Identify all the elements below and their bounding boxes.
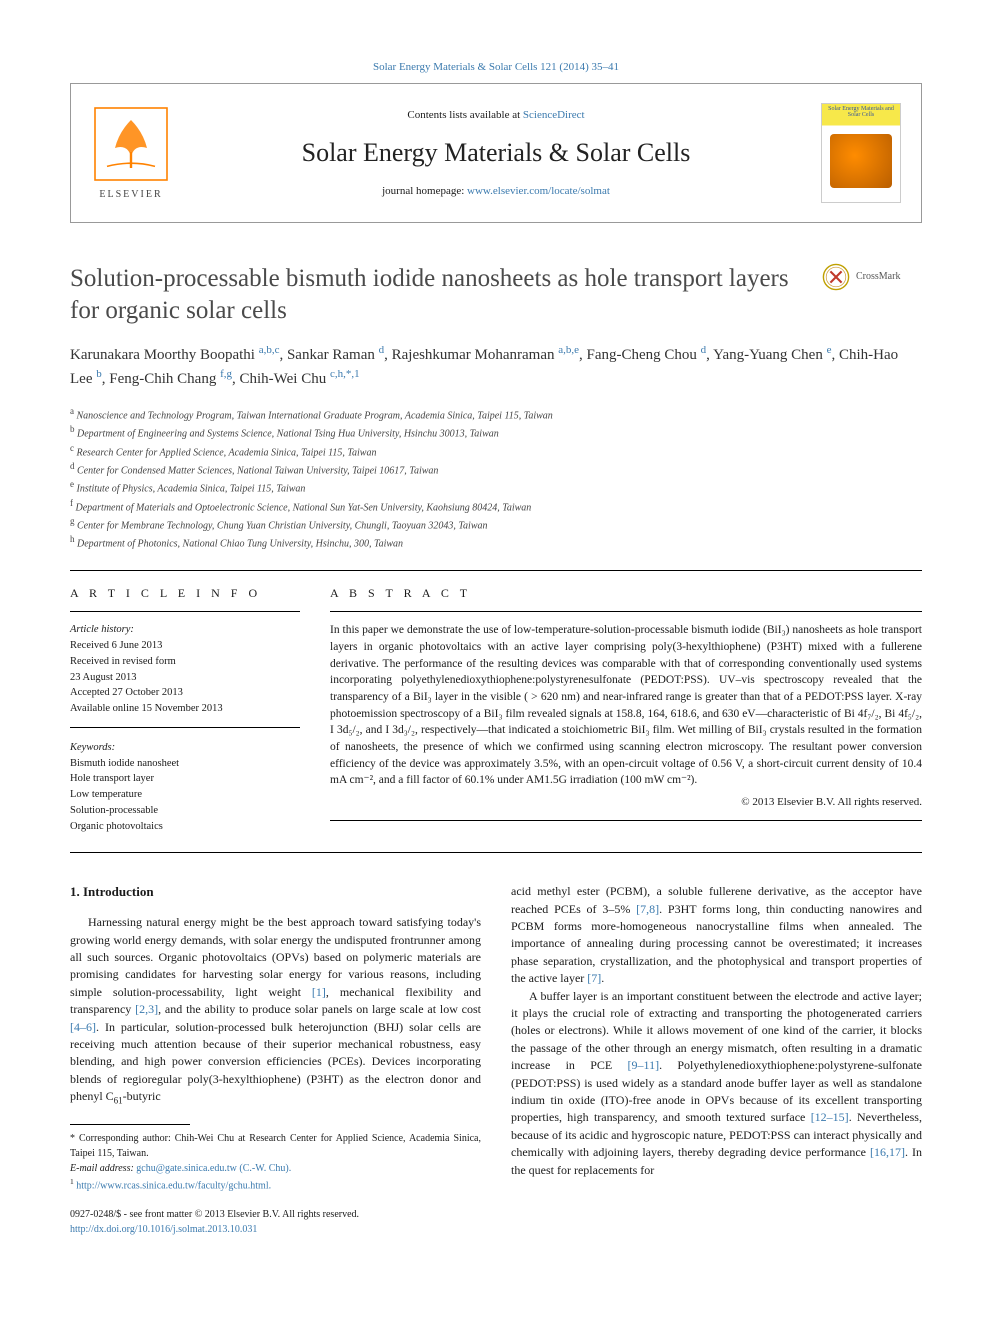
history-line: Accepted 27 October 2013 — [70, 685, 300, 701]
corr-author-note: * Corresponding author: Chih-Wei Chu at … — [70, 1131, 481, 1161]
rule-abs-1 — [330, 611, 922, 612]
ref-7[interactable]: [7] — [587, 971, 601, 985]
footnote-url-sup: 1 — [70, 1177, 74, 1186]
intro-para-3: A buffer layer is an important constitue… — [511, 988, 922, 1179]
keyword: Solution-processable — [70, 803, 300, 819]
footnotes-block: * Corresponding author: Chih-Wei Chu at … — [70, 1131, 481, 1193]
keyword: Hole transport layer — [70, 771, 300, 787]
corr-email-link[interactable]: gchu@gate.sinica.edu.tw (C.-W. Chu). — [136, 1163, 291, 1174]
cover-cell: Solar Energy Materials and Solar Cells — [801, 84, 921, 222]
footnote-rule — [70, 1124, 190, 1125]
authors-line: Karunakara Moorthy Boopathi a,b,c, Sanka… — [70, 342, 922, 391]
email-label: E-mail address: — [70, 1163, 136, 1174]
keywords-label: Keywords: — [70, 740, 300, 756]
history-line: Available online 15 November 2013 — [70, 701, 300, 717]
affiliations-block: a Nanoscience and Technology Program, Ta… — [70, 405, 922, 552]
keyword: Organic photovoltaics — [70, 819, 300, 835]
rule-abs-2 — [330, 820, 922, 821]
keyword: Low temperature — [70, 787, 300, 803]
body-col-right: acid methyl ester (PCBM), a soluble full… — [511, 883, 922, 1237]
rule-below-abstract — [70, 852, 922, 853]
sciencedirect-link[interactable]: ScienceDirect — [523, 109, 585, 121]
header-citation-link[interactable]: Solar Energy Materials & Solar Cells 121… — [373, 61, 619, 73]
ref-1[interactable]: [1] — [312, 985, 326, 999]
affiliation-line: h Department of Photonics, National Chia… — [70, 533, 922, 551]
journal-header-box: ELSEVIER Contents lists available at Sci… — [70, 83, 922, 223]
intro-heading: 1. Introduction — [70, 883, 481, 902]
author-url-link[interactable]: http://www.rcas.sinica.edu.tw/faculty/gc… — [76, 1180, 271, 1191]
homepage-link[interactable]: www.elsevier.com/locate/solmat — [467, 185, 610, 197]
intro-para-1: Harnessing natural energy might be the b… — [70, 914, 481, 1107]
publisher-cell: ELSEVIER — [71, 84, 191, 222]
body-col-left: 1. Introduction Harnessing natural energ… — [70, 883, 481, 1237]
issn-line: 0927-0248/$ - see front matter © 2013 El… — [70, 1207, 481, 1222]
elsevier-tree-icon — [91, 104, 171, 184]
article-title: Solution-processable bismuth iodide nano… — [70, 263, 802, 326]
journal-center: Contents lists available at ScienceDirec… — [191, 84, 801, 222]
bottom-matter: 0927-0248/$ - see front matter © 2013 El… — [70, 1207, 481, 1237]
abstract-text: In this paper we demonstrate the use of … — [330, 622, 922, 789]
crossmark-label: CrossMark — [856, 270, 900, 284]
affiliation-line: g Center for Membrane Technology, Chung … — [70, 515, 922, 533]
rule-above-info — [70, 570, 922, 571]
rule-info-2 — [70, 727, 300, 728]
keywords-block: Keywords: Bismuth iodide nanosheetHole t… — [70, 740, 300, 835]
contents-prefix: Contents lists available at — [407, 109, 522, 121]
crossmark-icon — [822, 263, 850, 291]
ref-4-6[interactable]: [4–6] — [70, 1020, 96, 1034]
crossmark-badge[interactable]: CrossMark — [822, 263, 922, 291]
affiliation-line: b Department of Engineering and Systems … — [70, 423, 922, 441]
publisher-label: ELSEVIER — [91, 188, 171, 202]
homepage-line: journal homepage: www.elsevier.com/locat… — [382, 184, 610, 199]
contents-line: Contents lists available at ScienceDirec… — [407, 108, 584, 123]
doi-link[interactable]: http://dx.doi.org/10.1016/j.solmat.2013.… — [70, 1224, 257, 1235]
intro-para-2: acid methyl ester (PCBM), a soluble full… — [511, 883, 922, 987]
header-citation: Solar Energy Materials & Solar Cells 121… — [70, 60, 922, 75]
history-line: Received in revised form — [70, 654, 300, 670]
abstract-heading: A B S T R A C T — [330, 585, 922, 602]
ref-16-17[interactable]: [16,17] — [870, 1145, 905, 1159]
history-label: Article history: — [70, 622, 300, 638]
history-line: 23 August 2013 — [70, 670, 300, 686]
affiliation-line: c Research Center for Applied Science, A… — [70, 442, 922, 460]
journal-cover-thumb: Solar Energy Materials and Solar Cells — [821, 103, 901, 203]
ref-12-15[interactable]: [12–15] — [811, 1110, 849, 1124]
affiliation-line: e Institute of Physics, Academia Sinica,… — [70, 478, 922, 496]
keyword: Bismuth iodide nanosheet — [70, 756, 300, 772]
ref-9-11[interactable]: [9–11] — [628, 1058, 660, 1072]
ref-2-3[interactable]: [2,3] — [135, 1002, 158, 1016]
affiliation-line: d Center for Condensed Matter Sciences, … — [70, 460, 922, 478]
cover-image-stub — [830, 134, 892, 188]
journal-name: Solar Energy Materials & Solar Cells — [302, 135, 691, 171]
affiliation-line: f Department of Materials and Optoelectr… — [70, 497, 922, 515]
cover-caption: Solar Energy Materials and Solar Cells — [822, 104, 900, 120]
affiliation-line: a Nanoscience and Technology Program, Ta… — [70, 405, 922, 423]
ref-7-8[interactable]: [7,8] — [636, 902, 659, 916]
article-info-heading: A R T I C L E I N F O — [70, 585, 300, 602]
history-line: Received 6 June 2013 — [70, 638, 300, 654]
article-history: Article history: Received 6 June 2013Rec… — [70, 622, 300, 717]
abstract-copyright: © 2013 Elsevier B.V. All rights reserved… — [330, 795, 922, 810]
rule-info-1 — [70, 611, 300, 612]
homepage-prefix: journal homepage: — [382, 185, 467, 197]
